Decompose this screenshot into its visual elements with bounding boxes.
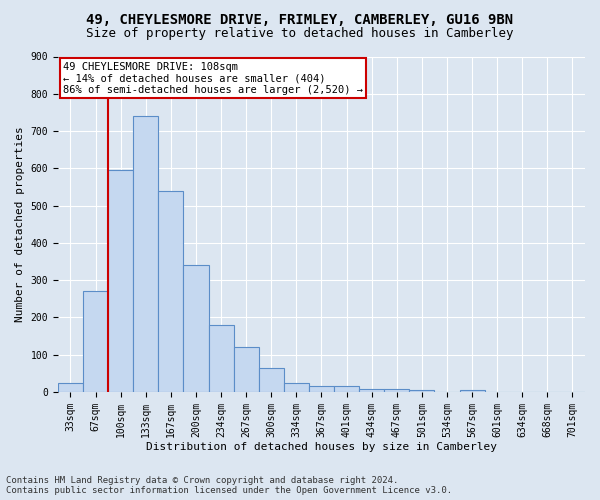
Bar: [384, 389, 409, 392]
Bar: [209, 325, 233, 392]
Bar: [334, 386, 359, 392]
Bar: [233, 347, 259, 392]
Text: Contains HM Land Registry data © Crown copyright and database right 2024.
Contai: Contains HM Land Registry data © Crown c…: [6, 476, 452, 495]
Bar: [359, 389, 384, 392]
Bar: [58, 382, 83, 392]
Bar: [158, 190, 184, 392]
Bar: [284, 382, 309, 392]
Bar: [409, 390, 434, 392]
Bar: [259, 368, 284, 392]
X-axis label: Distribution of detached houses by size in Camberley: Distribution of detached houses by size …: [146, 442, 497, 452]
Bar: [460, 390, 485, 392]
Bar: [108, 170, 133, 392]
Text: 49 CHEYLESMORE DRIVE: 108sqm
← 14% of detached houses are smaller (404)
86% of s: 49 CHEYLESMORE DRIVE: 108sqm ← 14% of de…: [63, 62, 363, 94]
Text: 49, CHEYLESMORE DRIVE, FRIMLEY, CAMBERLEY, GU16 9BN: 49, CHEYLESMORE DRIVE, FRIMLEY, CAMBERLE…: [86, 12, 514, 26]
Bar: [184, 265, 209, 392]
Text: Size of property relative to detached houses in Camberley: Size of property relative to detached ho…: [86, 28, 514, 40]
Bar: [133, 116, 158, 392]
Y-axis label: Number of detached properties: Number of detached properties: [15, 126, 25, 322]
Bar: [83, 292, 108, 392]
Bar: [309, 386, 334, 392]
